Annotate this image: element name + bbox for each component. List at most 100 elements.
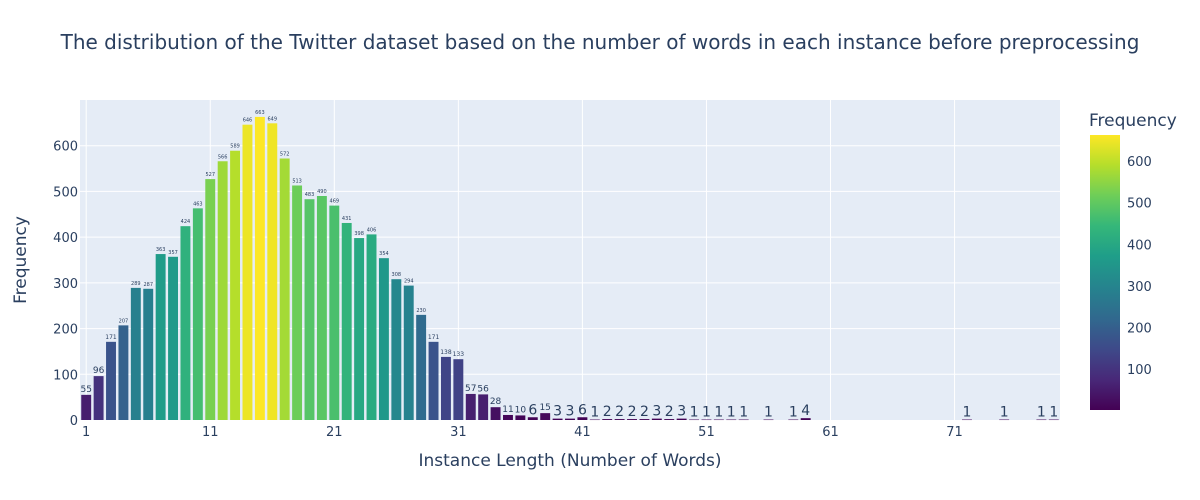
y-tick-label: 100 [53,368,78,383]
bar-value-label: 463 [193,201,203,207]
bar [168,256,178,420]
bar [763,419,774,421]
bar-value-label: 1 [690,405,699,421]
bar [999,419,1010,421]
bar [230,150,241,421]
bar [329,205,340,420]
bar-value-label: 57 [465,384,476,394]
bar [316,196,327,420]
bar-value-label: 1 [739,405,748,421]
x-tick-label: 61 [822,425,839,440]
colorbar-ticks: 100 200 300 400 500 600 [1127,155,1152,378]
colorbar-tick-label: 500 [1127,197,1152,212]
bar [962,419,972,421]
x-tick-label: 71 [946,425,963,440]
bar-value-label: 1 [1037,405,1046,421]
bar-value-label: 2 [615,404,624,420]
bar-value-label: 2 [603,404,612,420]
bar-value-label: 56 [477,384,489,394]
bar [713,419,724,421]
bar [192,208,203,420]
bar [453,359,464,420]
colorbar-tick-label: 200 [1127,321,1152,336]
bar [726,419,737,421]
bar [180,226,191,420]
x-axis-title: Instance Length (Number of Words) [418,451,721,471]
bar-value-label: 424 [181,219,191,225]
bar [354,238,365,420]
bar [1036,419,1047,421]
bar-value-label: 3 [677,404,686,420]
bar [589,419,600,421]
bar [143,288,154,420]
colorbar-title: Frequency [1089,111,1177,131]
bar-value-label: 357 [168,250,178,256]
x-tick-label: 21 [326,425,343,440]
bar [701,419,712,421]
bar [676,418,687,420]
chart-title: The distribution of the Twitter dataset … [60,30,1140,54]
y-axis-title: Frequency [11,216,31,304]
bar [391,279,402,420]
bar [403,285,414,420]
colorbar [1090,135,1120,410]
y-tick-label: 400 [53,231,78,246]
bar [651,418,662,420]
bar-value-label: 354 [379,251,389,257]
x-axis-ticks: 1 11 21 31 41 51 61 71 [82,425,963,440]
bar [602,419,613,420]
colorbar-tick-label: 100 [1127,363,1152,378]
bar [378,258,389,420]
bar-value-label: 406 [367,227,377,233]
bar-value-label: 2 [640,404,649,420]
bar [565,418,575,420]
bar-value-label: 138 [440,349,452,356]
bar-value-label: 3 [566,404,575,420]
bar [800,418,811,420]
bar [428,341,439,420]
x-tick-label: 1 [82,425,90,440]
y-tick-label: 300 [53,277,78,292]
bar-value-label: 171 [428,334,440,341]
x-tick-label: 41 [574,425,591,440]
bar-value-label: 10 [515,405,527,415]
bar-value-label: 572 [280,152,290,158]
bar [552,418,563,420]
bar [527,417,538,420]
bar-value-label: 15 [539,403,550,413]
bar-value-label: 4 [801,403,810,419]
bar [155,254,166,420]
y-axis-ticks: 0 100 200 300 400 500 600 [53,140,78,429]
bar-value-label: 431 [342,216,352,222]
bar-value-label: 589 [230,144,240,150]
bar-value-label: 513 [292,178,302,184]
bar-value-label: 483 [305,192,315,198]
bar [1048,419,1059,421]
bar-value-label: 2 [628,404,637,420]
bar [217,161,228,420]
bar-value-label: 294 [404,279,414,285]
bar-value-label: 55 [80,385,91,395]
bar-value-label: 1 [714,405,723,421]
bar [267,123,278,420]
bar-value-label: 1 [1000,405,1009,421]
bar [130,287,141,420]
bar-value-label: 649 [268,116,278,122]
bar [614,419,625,420]
bar-value-label: 363 [156,247,166,253]
bar-value-label: 1 [590,405,599,421]
bar-value-label: 527 [205,172,215,178]
bar-value-label: 133 [453,351,465,358]
colorbar-tick-label: 300 [1127,280,1152,295]
bar-value-label: 1 [1049,405,1058,421]
bar [416,314,427,420]
bar [577,417,588,420]
x-tick-label: 11 [202,425,219,440]
bar-value-label: 398 [354,231,364,237]
bar [254,116,265,420]
bar-value-label: 289 [131,281,141,287]
bar [478,394,489,420]
bar-value-label: 1 [727,405,736,421]
bar-value-label: 6 [578,402,587,418]
